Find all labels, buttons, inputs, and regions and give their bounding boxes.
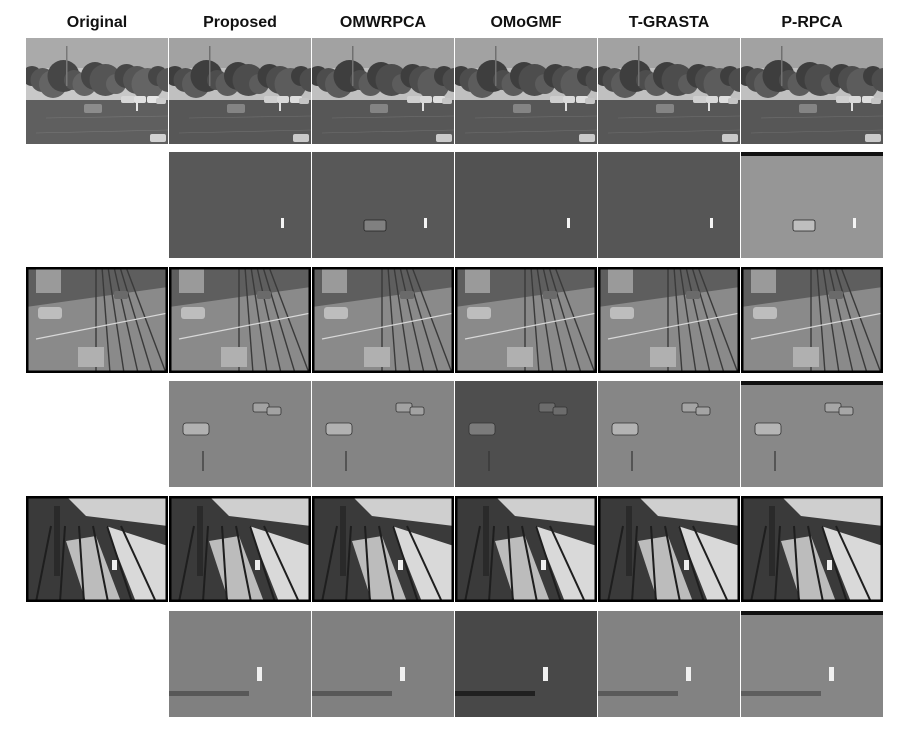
street-railway-foreground-proposed-image <box>169 381 311 487</box>
sunlit-rails-frame-omogmf-image <box>455 496 597 602</box>
sunlit-rails-foreground-omwrpca-image <box>312 611 454 717</box>
street-railway-frame-omogmf-image <box>455 267 597 373</box>
street-railway-foreground-p-rpca-image <box>741 381 883 487</box>
parking-lot-foreground-proposed-image <box>169 152 311 258</box>
sunlit-rails-frame-t-grasta-image <box>598 496 740 602</box>
parking-lot-frame-omogmf-image <box>455 38 597 144</box>
parking-lot-frame-p-rpca-image <box>741 38 883 144</box>
sunlit-rails-foreground-proposed-image <box>169 611 311 717</box>
sunlit-rails-foreground-p-rpca-image <box>741 611 883 717</box>
street-railway-frame-omwrpca-image <box>312 267 454 373</box>
sunlit-rails-foreground-omogmf-image <box>455 611 597 717</box>
column-header-omwrpca: OMWRPCA <box>339 14 427 31</box>
street-railway-frame-original-image <box>26 267 168 373</box>
column-header-p-rpca: P-RPCA <box>781 14 843 31</box>
street-railway-foreground-omogmf-image <box>455 381 597 487</box>
column-header-t-grasta: T-GRASTA <box>628 14 710 31</box>
parking-lot-frame-omwrpca-image <box>312 38 454 144</box>
sunlit-rails-frame-p-rpca-image <box>741 496 883 602</box>
parking-lot-foreground-omwrpca-image <box>312 152 454 258</box>
parking-lot-frame-proposed-image <box>169 38 311 144</box>
parking-lot-frame-original-image <box>26 38 168 144</box>
street-railway-foreground-omwrpca-image <box>312 381 454 487</box>
sunlit-rails-foreground-t-grasta-image <box>598 611 740 717</box>
sunlit-rails-frame-original-image <box>26 496 168 602</box>
street-railway-frame-proposed-image <box>169 267 311 373</box>
street-railway-foreground-t-grasta-image <box>598 381 740 487</box>
sunlit-rails-frame-omwrpca-image <box>312 496 454 602</box>
sunlit-rails-frame-proposed-image <box>169 496 311 602</box>
street-railway-frame-t-grasta-image <box>598 267 740 373</box>
parking-lot-frame-t-grasta-image <box>598 38 740 144</box>
column-header-omogmf: OMoGMF <box>490 14 562 31</box>
parking-lot-foreground-p-rpca-image <box>741 152 883 258</box>
street-railway-frame-p-rpca-image <box>741 267 883 373</box>
parking-lot-foreground-omogmf-image <box>455 152 597 258</box>
column-header-original: Original <box>66 14 128 31</box>
parking-lot-foreground-t-grasta-image <box>598 152 740 258</box>
column-header-proposed: Proposed <box>203 14 277 31</box>
